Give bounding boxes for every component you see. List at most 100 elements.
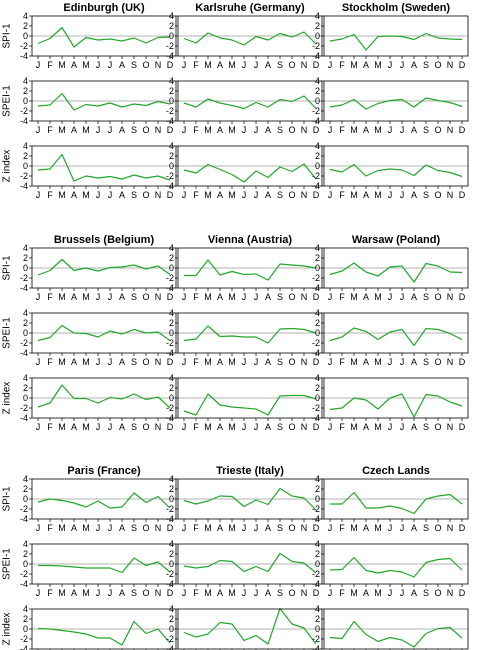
y-tick-label: -2 (312, 41, 320, 51)
data-line (183, 487, 317, 511)
data-line (37, 620, 171, 646)
y-tick-label: -2 (312, 338, 320, 348)
x-tick-label: M (58, 357, 66, 367)
x-tick-label: O (434, 60, 441, 70)
y-tick-label: 4 (23, 76, 28, 86)
y-tick-label: 4 (169, 11, 174, 21)
y-tick-label: -4 (312, 181, 320, 191)
x-tick-label: J (182, 357, 187, 367)
x-tick-label: S (131, 422, 137, 432)
x-tick-label: M (374, 523, 382, 533)
panel-karlsruhe-germany: Karlsruhe (Germany)420-2-4J F M A M J J A S O N D42… (166, 2, 323, 200)
x-tick-label: J (36, 523, 41, 533)
y-tick-label: 4 (169, 373, 174, 383)
x-tick-label: A (265, 523, 271, 533)
x-tick-label: A (119, 523, 125, 533)
y-tick-label: 2 (23, 86, 28, 96)
panel-stockholm-sweden: Stockholm (Sweden)420-2-4J F M A M J J A S O N D420… (312, 2, 469, 200)
x-tick-label: J (400, 357, 405, 367)
x-tick-label: M (204, 523, 212, 533)
plot-frame (323, 15, 469, 57)
y-tick-label: 2 (169, 253, 174, 263)
x-tick-label: J (108, 190, 113, 200)
x-tick-label: M (228, 125, 236, 135)
y-tick-label: -2 (20, 504, 28, 514)
x-tick-label: J (328, 588, 333, 598)
x-tick-label: A (71, 523, 77, 533)
x-tick-label: M (228, 190, 236, 200)
y-tick-label: -4 (312, 348, 320, 358)
x-tick-label: M (82, 523, 90, 533)
x-tick-label: M (82, 588, 90, 598)
y-tick-label: 2 (23, 253, 28, 263)
x-tick-label: J (400, 125, 405, 135)
x-tick-label: M (228, 292, 236, 302)
x-tick-label: D (167, 60, 174, 70)
x-tick-label: A (363, 60, 369, 70)
x-tick-label: D (459, 125, 466, 135)
row-label: Z index (2, 613, 13, 646)
x-tick-label: O (434, 523, 441, 533)
x-tick-label: J (328, 125, 333, 135)
x-tick-label: S (277, 125, 283, 135)
y-tick-label: 2 (23, 614, 28, 624)
row-label: Z index (2, 382, 13, 415)
data-line (183, 325, 317, 344)
data-line (37, 324, 171, 342)
data-line (329, 262, 463, 283)
x-tick-label: J (182, 588, 187, 598)
y-tick-label: 0 (315, 494, 320, 504)
y-tick-label: -2 (20, 569, 28, 579)
y-tick-label: -4 (20, 644, 28, 650)
x-tick-label: S (423, 125, 429, 135)
y-tick-label: 4 (169, 539, 174, 549)
x-tick-label: M (374, 357, 382, 367)
x-tick-label: M (82, 422, 90, 432)
y-tick-label: -4 (312, 514, 320, 524)
panel-warsaw-poland: Warsaw (Poland)420-2-4J F M A M J J A S O N D420-2-… (312, 234, 469, 432)
x-tick-label: A (363, 523, 369, 533)
x-tick-label: M (58, 588, 66, 598)
x-tick-label: N (301, 523, 308, 533)
x-tick-label: O (142, 190, 149, 200)
y-tick-label: 4 (23, 539, 28, 549)
x-tick-label: M (228, 588, 236, 598)
y-tick-label: 2 (315, 614, 320, 624)
x-tick-label: J (328, 292, 333, 302)
subplot-spei-1: 420-2-4J F M A M J J A S O N D (166, 76, 323, 135)
y-tick-label: -2 (20, 41, 28, 51)
x-tick-label: N (447, 190, 454, 200)
y-tick-label: 4 (315, 141, 320, 151)
x-tick-label: J (36, 422, 41, 432)
subplot-spi-1: 420-2-4J F M A M J J A S O N D (312, 11, 469, 70)
y-tick-label: 0 (315, 161, 320, 171)
x-tick-label: M (204, 125, 212, 135)
y-tick-label: 0 (315, 263, 320, 273)
x-tick-label: O (434, 422, 441, 432)
x-tick-label: A (363, 125, 369, 135)
x-tick-label: A (363, 357, 369, 367)
y-tick-label: -2 (312, 403, 320, 413)
x-tick-label: M (82, 292, 90, 302)
x-tick-label: J (96, 125, 101, 135)
x-tick-label: J (242, 422, 247, 432)
y-tick-label: -4 (166, 514, 174, 524)
x-tick-label: F (193, 125, 199, 135)
y-tick-label: 4 (169, 604, 174, 614)
x-tick-label: D (459, 523, 466, 533)
y-tick-label: 4 (315, 539, 320, 549)
x-tick-label: O (434, 190, 441, 200)
x-tick-label: J (242, 523, 247, 533)
y-tick-label: -2 (166, 338, 174, 348)
x-tick-label: A (411, 125, 417, 135)
x-tick-label: J (108, 523, 113, 533)
x-tick-label: S (423, 60, 429, 70)
x-tick-label: D (459, 357, 466, 367)
x-tick-label: J (108, 292, 113, 302)
